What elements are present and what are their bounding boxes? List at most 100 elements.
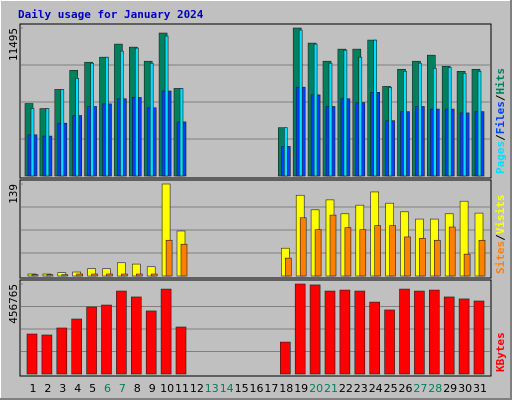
x-tick-label: 5: [89, 382, 96, 395]
y-tick-label: 11495: [7, 28, 20, 61]
bar: [31, 274, 39, 277]
bar: [403, 70, 407, 177]
bar: [105, 56, 109, 177]
bar: [149, 62, 154, 177]
x-tick-label: 10: [160, 382, 174, 395]
bar: [180, 243, 188, 277]
bar: [75, 78, 79, 177]
bar: [298, 29, 303, 177]
bar: [135, 47, 139, 177]
bar: [428, 289, 440, 375]
bar: [164, 35, 169, 177]
bar: [432, 67, 437, 177]
x-tick-label: 17: [264, 382, 278, 395]
bar: [150, 273, 158, 277]
x-tick-label: 23: [354, 382, 368, 395]
bar: [279, 341, 291, 375]
bar: [414, 290, 425, 375]
x-tick-label: 30: [458, 382, 472, 395]
bar: [389, 225, 396, 277]
x-tick-label: 14: [220, 382, 234, 395]
bar: [343, 49, 348, 177]
bar: [136, 273, 143, 277]
bar: [145, 310, 157, 375]
bar: [26, 333, 38, 375]
bar: [328, 62, 333, 177]
bar: [433, 239, 441, 277]
bar: [299, 217, 307, 277]
legend-entry: KBytes: [494, 332, 507, 372]
bar: [344, 227, 352, 277]
bar: [404, 236, 411, 277]
bar: [283, 127, 288, 177]
chart-title: Daily usage for January 2024: [18, 8, 204, 21]
bar: [388, 87, 392, 177]
bar: [160, 288, 172, 375]
bar: [121, 273, 128, 277]
bar: [443, 296, 455, 375]
bar: [106, 273, 113, 277]
legend: Sites/Visits: [494, 195, 507, 275]
panel: [19, 279, 492, 377]
x-tick-label: 11: [175, 382, 189, 395]
bar: [324, 290, 336, 375]
bar: [458, 298, 470, 375]
bar: [60, 89, 65, 177]
x-tick-label: 3: [59, 382, 66, 395]
x-tick-label: 2: [44, 382, 51, 395]
panel: [19, 179, 492, 279]
bar: [90, 62, 94, 177]
bar: [56, 327, 68, 375]
bar: [116, 290, 127, 375]
x-tick-label: 15: [235, 382, 249, 395]
bar: [101, 304, 112, 375]
bar: [120, 50, 124, 177]
bar: [339, 289, 351, 375]
bar: [294, 283, 306, 375]
bar: [329, 214, 337, 277]
legend-entry: Visits: [494, 195, 507, 235]
bar: [374, 225, 382, 277]
bar: [313, 43, 318, 177]
bar: [71, 318, 82, 375]
legend-separator: /: [494, 234, 507, 241]
legend-entry: Sites: [494, 241, 507, 274]
bar: [358, 56, 363, 177]
x-tick-label: 24: [369, 382, 383, 395]
bar: [46, 274, 54, 277]
x-tick-label: 28: [428, 382, 442, 395]
bar: [30, 108, 35, 177]
x-tick-label: 25: [384, 382, 398, 395]
x-tick-label: 19: [294, 382, 308, 395]
x-tick-label: 13: [205, 382, 219, 395]
x-tick-label: 1: [30, 382, 37, 395]
bar: [131, 296, 142, 375]
bar: [448, 226, 456, 277]
bar: [91, 273, 98, 277]
y-tick-label: 139: [7, 184, 20, 204]
bar: [463, 253, 471, 277]
x-tick-label: 21: [324, 382, 338, 395]
x-tick-label: 27: [413, 382, 427, 395]
legend-entry: Pages: [494, 141, 507, 174]
bar: [165, 239, 173, 277]
bar: [284, 257, 292, 277]
bar: [45, 108, 50, 177]
legend: Pages/Files/Hits: [494, 68, 507, 174]
x-tick-label: 12: [190, 382, 204, 395]
x-tick-label: 22: [339, 382, 353, 395]
bar: [478, 239, 486, 277]
x-tick-label: 16: [250, 382, 264, 395]
legend-entry: Hits: [494, 68, 507, 95]
bar: [419, 237, 426, 277]
bar: [179, 88, 184, 177]
bar: [462, 73, 467, 177]
bar: [447, 66, 452, 177]
bar: [473, 300, 485, 375]
bar: [175, 326, 187, 375]
bar: [76, 273, 83, 277]
x-tick-label: 8: [134, 382, 141, 395]
bar: [41, 334, 53, 375]
